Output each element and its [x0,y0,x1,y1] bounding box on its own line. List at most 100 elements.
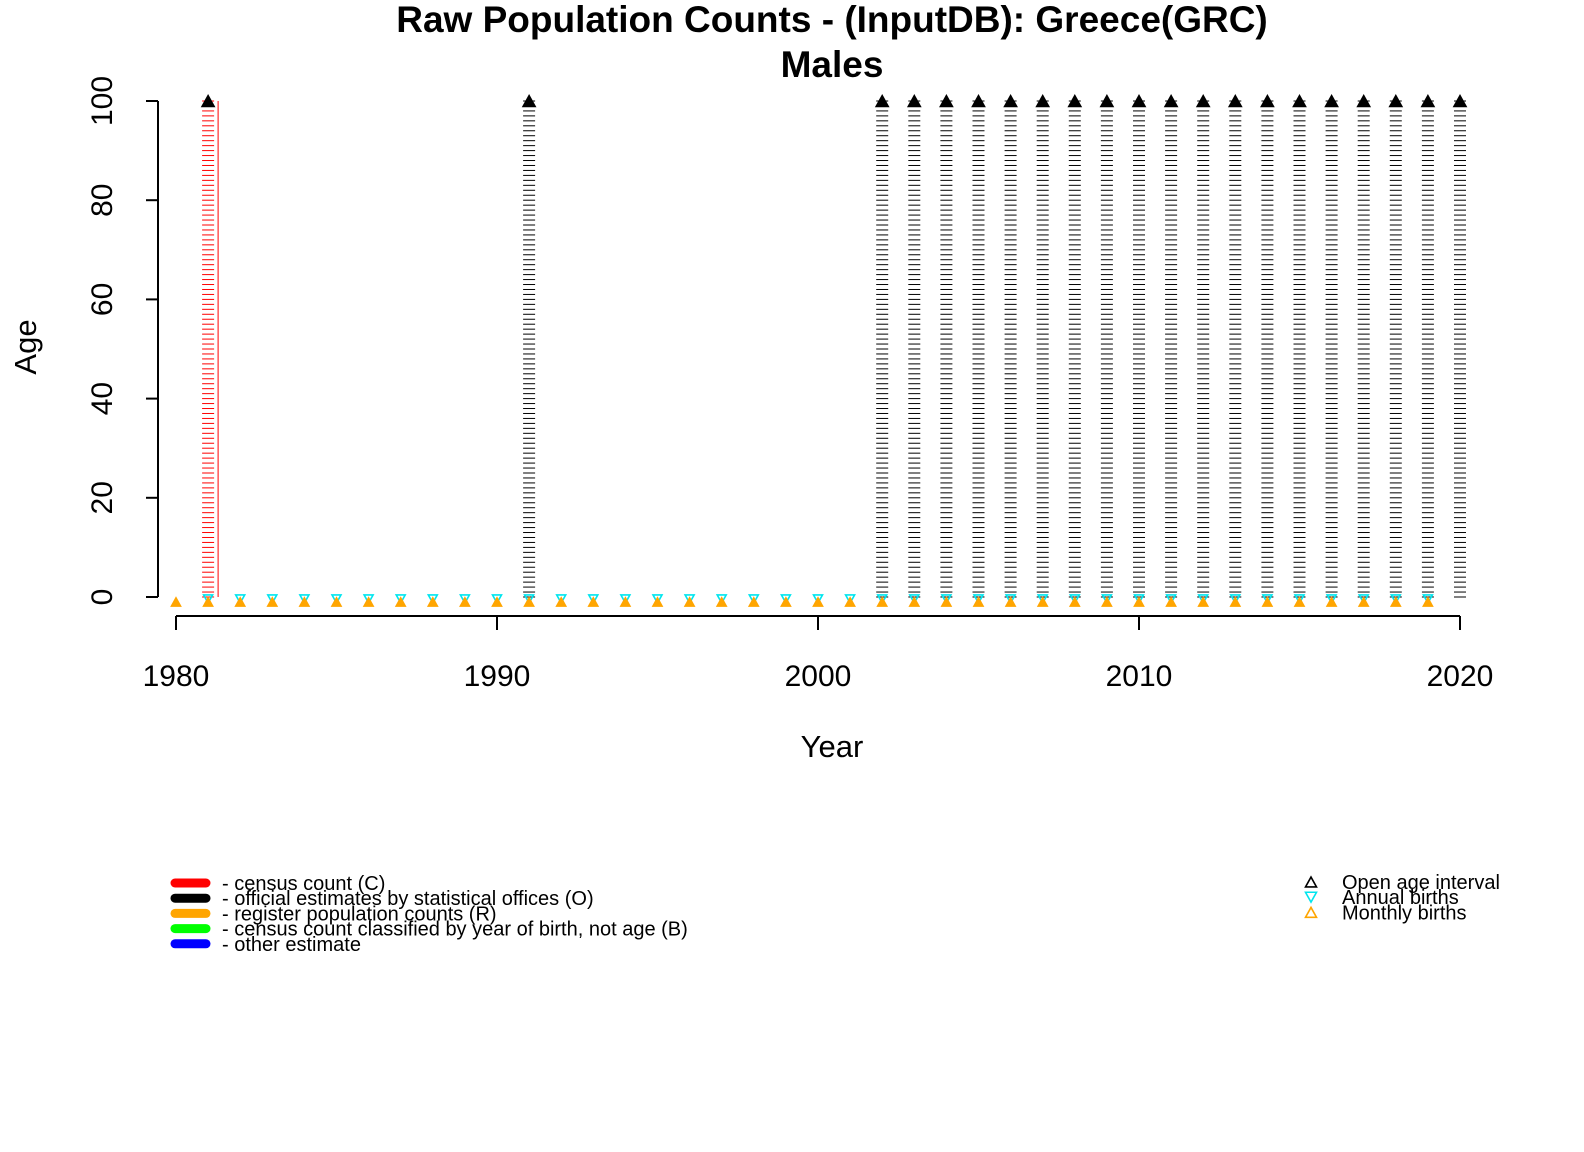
y-tick-label: 20 [86,481,119,514]
legend-symbol [1304,875,1318,888]
annual-births-marker [844,594,856,605]
open-age-marker [1356,93,1372,108]
annual-births-marker [1229,594,1242,605]
x-tick-label: 2000 [785,660,852,693]
annual-births-marker [1325,594,1338,605]
open-age-marker [1324,93,1339,108]
monthly-births-marker [1133,596,1145,607]
annual-births-marker [1357,594,1370,605]
monthly-births-marker [876,596,889,607]
monthly-births-marker [972,596,985,607]
annual-births-marker [426,594,439,605]
annual-births-marker [394,594,407,605]
data-marks [170,93,1468,607]
y-tick-label: 60 [86,283,119,316]
legend-label: - other estimate [222,934,361,956]
axes: 0 20 40 60 80 100 1980 1990 2000 2010 2020 [86,76,1493,693]
annual-births-marker [1068,594,1081,605]
monthly-births-marker [1261,596,1274,607]
x-tick-label: 1980 [143,660,210,693]
open-age-marker [874,93,890,108]
annual-births-marker [683,594,696,605]
monthly-births-marker [491,596,503,607]
annual-births-marker [587,594,600,605]
monthly-births-marker [459,596,471,607]
open-age-marker [1099,93,1115,108]
x-tick-label: 2020 [1427,660,1494,693]
monthly-births-marker [812,596,824,607]
annual-births-marker [1389,594,1402,605]
monthly-births-marker [844,596,856,607]
annual-births-marker [1004,594,1017,605]
legend: - census count (C)- official estimates b… [170,872,1500,956]
legend-label: - register population counts (R) [222,903,497,925]
monthly-births-marker [1004,596,1017,607]
open-age-marker [939,93,954,108]
annual-births-marker [619,594,632,605]
legend-label: Annual births [1342,887,1459,909]
legend-label: Monthly births [1342,902,1467,924]
open-age-marker [1452,93,1468,108]
annual-births-marker [1133,594,1145,605]
annual-births-marker [555,594,568,605]
age-column [906,93,922,598]
monthly-births-marker [1229,596,1242,607]
annual-births-marker [780,594,792,605]
annual-births-marker [1293,594,1306,605]
monthly-births-marker [1293,596,1306,607]
open-age-marker [1067,93,1083,108]
monthly-births-marker [394,596,407,607]
y-tick-label: 40 [86,382,119,415]
monthly-births-marker [908,596,921,607]
annual-births-marker [491,594,503,605]
monthly-births-marker [426,596,439,607]
annual-births-marker [908,594,921,605]
annual-births-marker [459,594,471,605]
monthly-births-marker [1197,596,1210,607]
legend-label: - official estimates by statistical offi… [222,888,594,910]
open-age-marker [1163,93,1179,108]
annual-births-marker [1036,594,1049,605]
chart-title: Raw Population Counts - (InputDB): Greec… [396,0,1268,40]
monthly-births-marker [715,596,728,607]
open-age-marker [1131,93,1147,108]
monthly-births-marker [266,596,279,607]
x-tick-label: 1990 [464,660,531,693]
age-column [1324,93,1339,598]
age-column [1260,93,1275,598]
age-column [1067,93,1083,598]
annual-births-marker [972,594,985,605]
open-age-marker [521,93,537,108]
age-column [1227,93,1243,598]
x-axis-label: Year [801,729,864,764]
annual-births-marker [940,594,953,605]
age-column [1420,93,1436,598]
open-age-marker [200,93,216,108]
annual-births-marker [1261,594,1274,605]
monthly-births-marker [619,596,632,607]
open-age-marker [1260,93,1275,108]
annual-births-marker [330,594,343,605]
monthly-births-marker [170,596,182,607]
monthly-births-marker [1325,596,1338,607]
monthly-births-marker [683,596,696,607]
annual-births-marker [715,594,728,605]
open-age-marker [1003,93,1018,108]
age-column [1292,93,1307,598]
monthly-births-marker [780,596,792,607]
age-column [521,93,537,598]
monthly-births-marker [747,596,760,607]
annual-births-marker [362,594,375,605]
age-column [1356,93,1372,598]
age-column [200,93,219,598]
age-column [1099,93,1115,598]
monthly-births-marker [523,596,535,607]
open-age-marker [1420,93,1436,108]
annual-births-marker [266,594,279,605]
annual-births-marker [747,594,760,605]
annual-births-marker [523,594,535,605]
y-tick-label: 80 [86,184,119,217]
annual-births-marker [298,594,311,605]
age-column [1035,93,1051,598]
